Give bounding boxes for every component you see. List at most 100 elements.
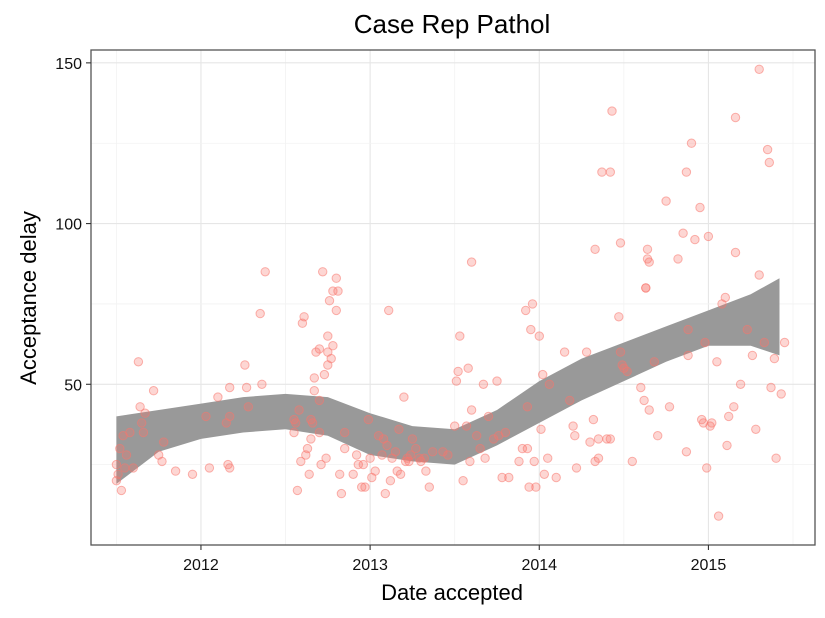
data-point (133, 357, 144, 367)
data-point (492, 376, 502, 386)
data-point (703, 231, 714, 242)
data-point (395, 469, 406, 479)
data-point (384, 305, 394, 316)
data-point (463, 363, 473, 373)
data-point (605, 434, 615, 444)
data-point (472, 431, 482, 441)
data-point (759, 337, 769, 348)
data-point (257, 379, 267, 389)
data-point (309, 373, 319, 383)
data-point (683, 350, 693, 361)
data-point (747, 350, 758, 361)
data-point (357, 482, 367, 492)
data-point (340, 427, 350, 438)
data-point (406, 450, 416, 460)
data-point (559, 347, 570, 357)
data-point (764, 157, 774, 168)
data-point (243, 402, 254, 412)
data-point (358, 459, 368, 470)
data-point (314, 427, 325, 438)
data-point (121, 450, 132, 460)
data-point (538, 369, 548, 380)
data-point (681, 447, 692, 457)
data-point (570, 431, 580, 441)
data-point (157, 456, 167, 467)
data-point (363, 414, 374, 425)
data-point (113, 469, 123, 479)
data-point (681, 167, 692, 177)
data-point (390, 447, 401, 457)
data-point (724, 411, 734, 422)
data-point (536, 424, 546, 434)
data-point (296, 456, 306, 467)
data-point (111, 459, 122, 470)
data-point (478, 379, 489, 389)
data-point (455, 331, 465, 341)
data-point (302, 443, 313, 454)
y-tick-label: 150 (55, 56, 82, 73)
data-point (742, 324, 752, 335)
data-point (204, 463, 215, 473)
data-point (641, 283, 651, 293)
data-point (331, 273, 341, 283)
data-point (240, 360, 250, 370)
data-point (294, 405, 304, 415)
data-point (138, 427, 149, 438)
data-point (336, 488, 347, 499)
data-point (488, 434, 499, 444)
data-point (480, 453, 490, 463)
data-point (690, 234, 700, 245)
data-point (622, 366, 632, 377)
plot-panel-border (90, 49, 816, 546)
data-point (135, 402, 145, 412)
data-point (213, 392, 223, 402)
data-point (335, 469, 345, 479)
data-point (722, 440, 732, 451)
data-point (735, 379, 746, 389)
data-point (776, 389, 786, 399)
data-point (607, 106, 617, 116)
data-point (370, 466, 380, 476)
data-point (407, 434, 418, 444)
data-point (333, 286, 343, 296)
data-point (614, 312, 624, 322)
data-point (306, 434, 316, 444)
data-point (639, 395, 649, 406)
data-point (309, 386, 319, 396)
data-point (590, 244, 600, 255)
data-point (351, 450, 362, 460)
data-point (766, 382, 776, 393)
data-point (443, 450, 453, 460)
data-point (241, 382, 252, 393)
y-axis-label: Acceptance delay (16, 211, 41, 385)
data-point (225, 463, 235, 473)
data-point (627, 456, 637, 467)
data-point (453, 366, 463, 377)
data-point (353, 459, 363, 470)
data-point (497, 472, 507, 483)
data-point (531, 482, 541, 492)
data-point (137, 418, 147, 428)
data-point (644, 405, 654, 415)
data-point (527, 299, 538, 309)
chart-title: Case Rep Pathol (354, 9, 551, 39)
data-point (483, 411, 494, 422)
x-axis-label: Date accepted (381, 580, 523, 605)
data-point (291, 418, 301, 428)
data-point (421, 466, 431, 476)
data-point (394, 424, 404, 434)
data-point (729, 402, 739, 412)
data-point (411, 443, 421, 454)
gridlines (91, 50, 815, 545)
data-point (328, 286, 338, 296)
data-point (769, 353, 780, 364)
data-point (597, 167, 607, 177)
data-point (771, 453, 781, 463)
data-point (605, 167, 615, 177)
data-point (319, 369, 330, 380)
data-point (615, 238, 626, 248)
data-point (686, 138, 697, 148)
data-point (380, 488, 390, 499)
data-point (754, 64, 764, 75)
data-point (571, 463, 582, 473)
